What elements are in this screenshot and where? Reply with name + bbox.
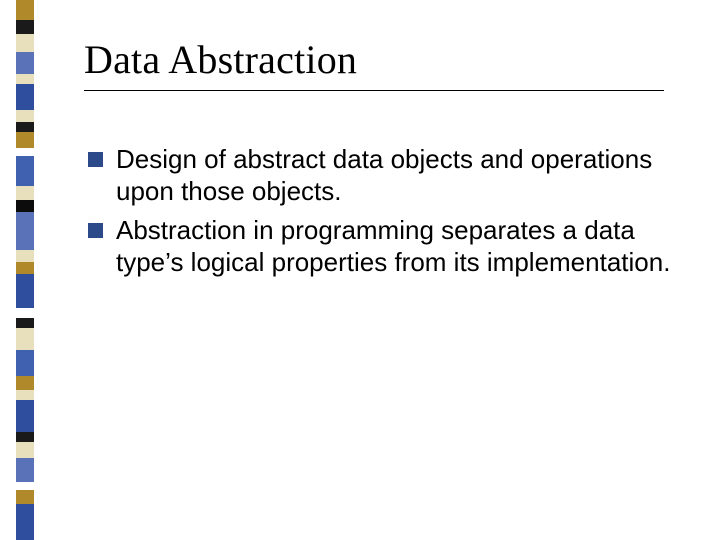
- stripe-block: [16, 20, 34, 34]
- stripe-block: [16, 504, 34, 540]
- stripe-block: [16, 442, 34, 458]
- stripe-block: [16, 200, 34, 212]
- stripe-block: [16, 34, 34, 52]
- stripe-block: [16, 328, 34, 350]
- stripe-block: [16, 432, 34, 442]
- stripe-block: [16, 350, 34, 376]
- bullet-item: Abstraction in programming separates a d…: [116, 215, 680, 278]
- slide: Data Abstraction Design of abstract data…: [0, 0, 720, 540]
- stripe-block: [16, 52, 34, 74]
- slide-title: Data Abstraction: [84, 36, 357, 83]
- title-underline: [84, 90, 664, 91]
- stripe-block: [16, 250, 34, 262]
- stripe-block: [16, 0, 34, 20]
- stripe-block: [16, 390, 34, 400]
- stripe-block: [16, 186, 34, 200]
- stripe-block: [16, 490, 34, 504]
- stripe-block: [16, 148, 34, 156]
- stripe-block: [16, 262, 34, 274]
- stripe-block: [16, 156, 34, 186]
- stripe-block: [16, 482, 34, 490]
- stripe-block: [16, 318, 34, 328]
- stripe-block: [16, 458, 34, 482]
- stripe-block: [16, 122, 34, 132]
- bullet-item: Design of abstract data objects and oper…: [116, 144, 680, 207]
- slide-body: Design of abstract data objects and oper…: [116, 144, 680, 287]
- square-bullet-icon: [88, 152, 103, 167]
- bullet-text: Abstraction in programming separates a d…: [116, 215, 670, 277]
- stripe-block: [16, 400, 34, 432]
- decorative-side-stripe: [16, 0, 34, 540]
- stripe-block: [16, 110, 34, 122]
- square-bullet-icon: [88, 223, 103, 238]
- bullet-text: Design of abstract data objects and oper…: [116, 144, 652, 206]
- stripe-block: [16, 84, 34, 110]
- stripe-block: [16, 376, 34, 390]
- stripe-block: [16, 274, 34, 308]
- stripe-block: [16, 74, 34, 84]
- stripe-block: [16, 132, 34, 148]
- stripe-block: [16, 212, 34, 250]
- stripe-block: [16, 308, 34, 318]
